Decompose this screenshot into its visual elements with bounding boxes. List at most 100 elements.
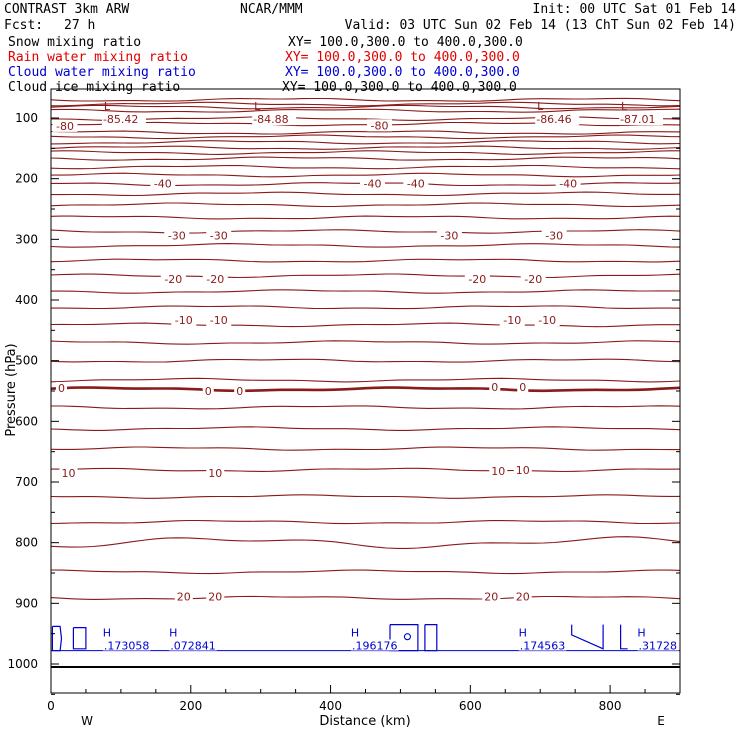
- isotherm-line: [50, 446, 680, 451]
- isotherm-line: [50, 243, 681, 248]
- isotherm-line: [50, 519, 681, 525]
- contour-label-bg: [482, 590, 501, 603]
- contour-label: 10: [491, 465, 505, 478]
- y-tick-label: 500: [15, 354, 38, 368]
- cloud-water-contour: [620, 624, 628, 650]
- contour-label: 0: [519, 381, 526, 394]
- contour-label: -30: [168, 230, 186, 243]
- isotherm-line: [50, 202, 681, 208]
- contour-label: 0: [205, 385, 212, 398]
- forecast-label: Fcst:: [4, 18, 44, 33]
- low-center-mark: L: [621, 100, 628, 113]
- contour-label: -30: [440, 230, 458, 243]
- high-center-mark: H: [169, 627, 177, 640]
- y-tick-label: 800: [15, 536, 38, 550]
- legend-snow-xy: XY= 100.0,300.0 to 400.0,300.0: [288, 35, 523, 50]
- contour-label-bg: [555, 177, 581, 190]
- high-center-value: .31728: [639, 640, 678, 653]
- contour-label: -20: [206, 273, 224, 286]
- low-center-mark: L: [537, 100, 544, 113]
- high-center-mark: H: [103, 627, 111, 640]
- low-center-value: -84.88: [253, 113, 288, 126]
- isotherm-line: [50, 494, 680, 499]
- y-tick-label: 100: [15, 111, 38, 125]
- high-center-label-bg: [169, 639, 217, 651]
- cloud-water-contour: [403, 633, 411, 641]
- y-tick-label: 400: [15, 293, 38, 307]
- isotherm-line: [50, 340, 681, 345]
- contour-label-bg: [513, 463, 532, 476]
- low-center-label-bg: [535, 113, 580, 126]
- contour-label-bg: [534, 314, 560, 327]
- isotherm-line: [51, 191, 681, 197]
- legend-rain-xy: XY= 100.0,300.0 to 400.0,300.0: [285, 50, 520, 65]
- init-time: Init: 00 UTC Sat 01 Feb 14: [532, 2, 737, 17]
- contour-label: -10: [503, 314, 521, 327]
- isotherm-line: [50, 386, 681, 393]
- isotherm-line: [50, 215, 681, 220]
- y-tick-label: 1000: [7, 657, 38, 671]
- contour-label-bg: [206, 466, 225, 479]
- high-center-value: .196176: [352, 640, 398, 653]
- contour-label: 20: [516, 591, 530, 604]
- y-axis-label: Pressure (hPa): [4, 343, 19, 436]
- contour-label: 0: [491, 381, 498, 394]
- high-center-value: .173058: [104, 640, 149, 653]
- isotherm-line: [50, 377, 681, 383]
- contour-label-bg: [164, 229, 190, 242]
- low-center-label-bg: [619, 113, 664, 126]
- contour-label-bg: [206, 229, 232, 242]
- contour-label-bg: [541, 229, 567, 242]
- isotherm-line: [50, 97, 681, 102]
- isotherm-line: [51, 289, 681, 294]
- contour-label-bg: [59, 466, 78, 479]
- isotherm-line: [51, 467, 681, 473]
- x-tick-label: 800: [599, 699, 622, 713]
- contour-label: -20: [524, 273, 542, 286]
- contour-label: -20: [468, 273, 486, 286]
- contour-label-bg: [174, 590, 193, 603]
- isotherm-line: [50, 156, 681, 161]
- cloud-water-contour: [51, 625, 63, 652]
- cloud-water-contour: [571, 624, 604, 650]
- contour-label-bg: [359, 177, 385, 190]
- legend-cloud-water-label: Cloud water mixing ratio: [8, 65, 196, 80]
- isotherm-line: [50, 140, 681, 145]
- x-tick-label: 200: [179, 699, 202, 713]
- contour-label-bg: [499, 314, 525, 327]
- legend-rain-label: Rain water mixing ratio: [8, 50, 189, 65]
- cloud-water-contour: [72, 627, 87, 650]
- model-title: CONTRAST 3km ARW: [4, 2, 130, 17]
- contour-label: -40: [407, 178, 425, 191]
- y-tick-label: 600: [15, 414, 38, 428]
- contour-label-bg: [55, 381, 67, 394]
- x-right-end-label: E: [657, 714, 665, 728]
- contour-label-bg: [464, 272, 490, 285]
- contour-label-bg: [52, 119, 78, 132]
- isotherm-line: [50, 273, 681, 279]
- contour-label-bg: [234, 385, 246, 397]
- legend-snow-label: Snow mixing ratio: [8, 35, 142, 50]
- high-center-label-bg: [637, 639, 679, 651]
- isotherm-line: [51, 405, 681, 410]
- legend-cloud-ice-xy: XY= 100.0,300.0 to 400.0,300.0: [282, 80, 517, 95]
- low-center-label-bg: [101, 113, 146, 126]
- high-center-label-bg: [518, 639, 567, 651]
- isotherm-line: [50, 322, 680, 328]
- high-center-mark: H: [351, 627, 359, 640]
- high-center-value: .174563: [520, 640, 566, 653]
- contour-label: -40: [154, 178, 172, 191]
- contour-label: 0: [236, 385, 243, 398]
- cloud-water-contour: [424, 624, 438, 652]
- y-tick-label: 300: [15, 232, 38, 246]
- contour-label-bg: [436, 229, 462, 242]
- isotherm-line: [50, 130, 681, 135]
- contour-label-bg: [513, 590, 532, 603]
- low-center-label-bg: [252, 113, 297, 126]
- isotherm-line: [50, 150, 680, 155]
- y-tick-label: 200: [15, 172, 38, 186]
- contour-label-bg: [160, 272, 186, 285]
- contour-label-bg: [202, 385, 214, 397]
- contour-label-bg: [171, 314, 197, 327]
- contour-label: -10: [175, 314, 193, 327]
